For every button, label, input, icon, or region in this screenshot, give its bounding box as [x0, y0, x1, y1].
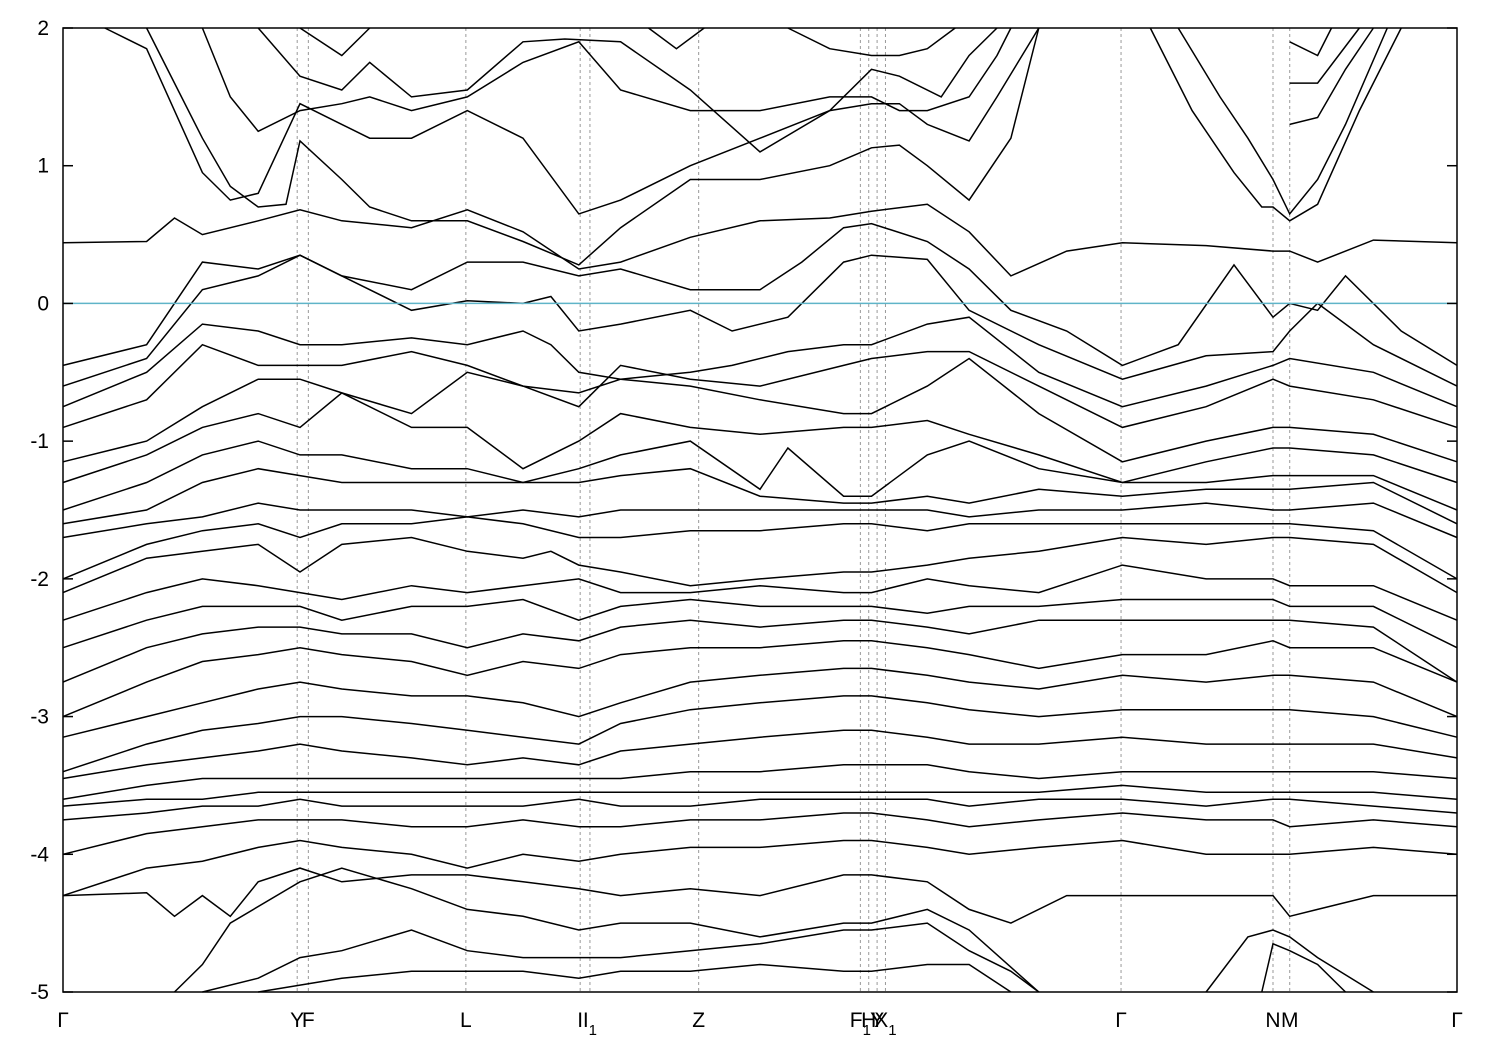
band-21 [62, 798, 1458, 821]
y-tick-label-6: 1 [37, 155, 49, 178]
y-tick-label-0: -5 [30, 981, 49, 1004]
y-tick-label-5: 0 [37, 292, 49, 315]
x-tick-label-2: F [302, 1009, 315, 1032]
band-6 [62, 392, 1458, 484]
x-tick-subscript-5: 1 [589, 1022, 597, 1039]
band-15 [62, 640, 1458, 718]
band-20 [62, 784, 1458, 807]
band-39 [1289, 27, 1360, 84]
band-17 [62, 695, 1458, 773]
band-1 [62, 222, 1458, 367]
x-tick-label-12: N [1265, 1009, 1280, 1032]
band-30 [201, 27, 1012, 133]
band-10 [62, 516, 1458, 580]
band-27 [258, 963, 1012, 993]
band-33 [648, 27, 705, 50]
x-tick-label-14: Γ [1451, 1009, 1463, 1032]
x-tick-subscript-7: 1 [863, 1022, 871, 1039]
plot-frame [62, 27, 1458, 993]
x-tick-label-1: Y [290, 1009, 304, 1032]
band-38 [1289, 27, 1375, 126]
band-13 [62, 598, 1458, 649]
band-36 [1149, 27, 1402, 222]
band-18 [62, 729, 1458, 780]
band-35 [1177, 27, 1388, 216]
y-tick-label-3: -2 [30, 568, 49, 591]
band-24 [62, 867, 1457, 924]
y-tick-label-4: -1 [30, 430, 49, 453]
band-28 [145, 27, 1040, 266]
band-37 [1289, 27, 1333, 57]
band-3 [62, 316, 1458, 408]
band-11 [62, 536, 1458, 594]
y-tick-label-2: -3 [30, 706, 49, 729]
band-23 [62, 839, 1458, 897]
x-tick-label-4: I [577, 1009, 583, 1032]
x-tick-label-11: Γ [1115, 1009, 1127, 1032]
x-tick-label-5: I1 [583, 1009, 597, 1039]
x-tick-label-9: Y [870, 1009, 884, 1032]
band-26 [202, 922, 1040, 993]
band-32 [299, 27, 371, 57]
x-tick-label-0: Γ [57, 1009, 69, 1032]
y-axis-ticks: -5 -4 -3 -2 -1 0 1 2 [30, 17, 1457, 1004]
y-tick-label-1: -4 [30, 843, 49, 866]
x-tick-label-6: Z [692, 1009, 705, 1032]
band-40 [1261, 942, 1347, 993]
x-tick-label-13: M [1281, 1009, 1299, 1032]
x-tick-subscript-10: 1 [888, 1022, 896, 1039]
band-8 [62, 467, 1458, 525]
band-19 [62, 764, 1458, 800]
band-29 [104, 27, 1040, 215]
band-7 [62, 440, 1458, 511]
band-31 [257, 27, 998, 153]
x-tick-label-3: L [460, 1009, 472, 1032]
band-41 [1205, 929, 1374, 993]
band-34 [787, 27, 956, 57]
band-14 [62, 619, 1458, 683]
band-12 [62, 564, 1458, 621]
y-tick-label-7: 2 [37, 17, 49, 40]
x-tick-label-8: H [861, 1009, 876, 1032]
band-0 [62, 203, 1458, 277]
band-25 [173, 867, 1040, 993]
band-22 [62, 812, 1458, 856]
band-5 [62, 357, 1458, 463]
x-tick-label-10: X1 [874, 1009, 896, 1039]
band-curves [62, 27, 1458, 993]
band-2 [62, 254, 1458, 387]
band-9 [62, 502, 1458, 539]
band-4 [62, 343, 1458, 429]
band-16 [62, 667, 1458, 738]
